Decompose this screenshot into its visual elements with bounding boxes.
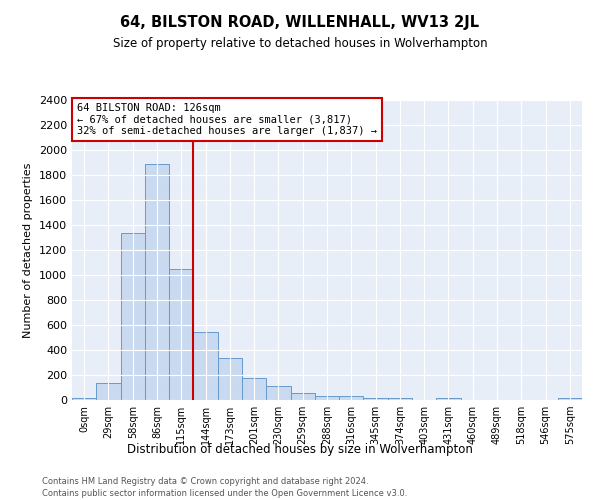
Bar — [436, 398, 461, 400]
Bar — [145, 164, 169, 400]
Text: Distribution of detached houses by size in Wolverhampton: Distribution of detached houses by size … — [127, 442, 473, 456]
Text: Contains HM Land Registry data © Crown copyright and database right 2024.: Contains HM Land Registry data © Crown c… — [42, 478, 368, 486]
Text: 64 BILSTON ROAD: 126sqm
← 67% of detached houses are smaller (3,817)
32% of semi: 64 BILSTON ROAD: 126sqm ← 67% of detache… — [77, 103, 377, 136]
Y-axis label: Number of detached properties: Number of detached properties — [23, 162, 34, 338]
Text: Size of property relative to detached houses in Wolverhampton: Size of property relative to detached ho… — [113, 38, 487, 51]
Bar — [388, 398, 412, 400]
Bar — [364, 398, 388, 400]
Bar — [266, 386, 290, 400]
Text: Contains public sector information licensed under the Open Government Licence v3: Contains public sector information licen… — [42, 489, 407, 498]
Bar — [315, 396, 339, 400]
Bar — [290, 393, 315, 400]
Bar — [193, 332, 218, 400]
Bar — [121, 232, 145, 400]
Bar — [96, 383, 121, 400]
Bar — [218, 358, 242, 400]
Bar — [558, 398, 582, 400]
Bar — [242, 378, 266, 400]
Text: 64, BILSTON ROAD, WILLENHALL, WV13 2JL: 64, BILSTON ROAD, WILLENHALL, WV13 2JL — [121, 15, 479, 30]
Bar — [339, 396, 364, 400]
Bar — [72, 398, 96, 400]
Bar — [169, 270, 193, 400]
